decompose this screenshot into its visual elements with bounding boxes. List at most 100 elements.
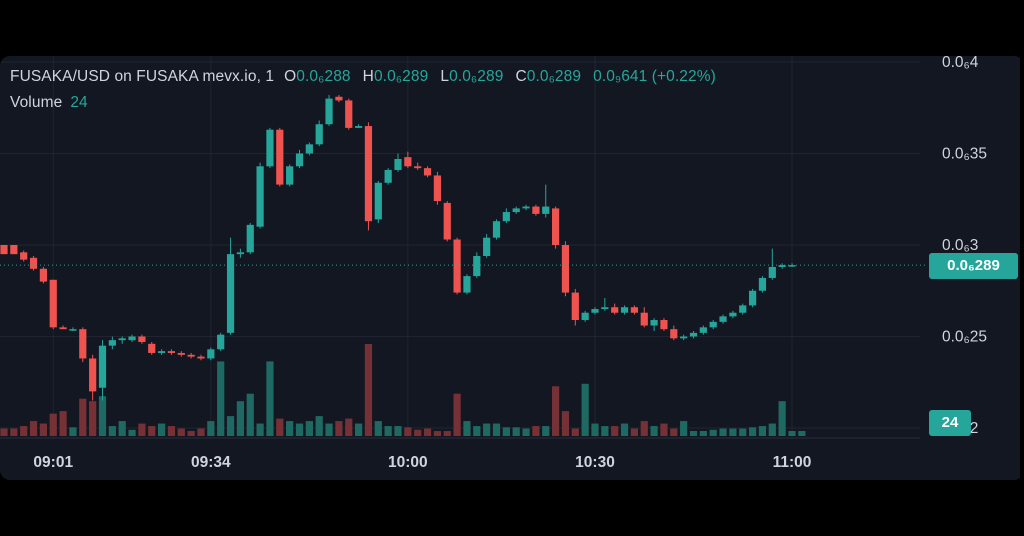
candle-body — [69, 329, 77, 331]
chart-legend: FUSAKA/USD on FUSAKA mevx.io, 1 O0.0₆288 H… — [10, 64, 716, 116]
volume-bar — [246, 393, 254, 436]
volume-bar — [177, 428, 185, 436]
volume-bar — [798, 431, 806, 436]
candles — [0, 94, 796, 401]
volume-bar — [620, 423, 629, 436]
candle-body — [89, 358, 97, 392]
candle-body — [591, 309, 599, 313]
candle-body — [660, 320, 668, 330]
volume-bar — [660, 423, 668, 436]
volume-bar — [483, 423, 491, 436]
candle-body — [138, 336, 146, 342]
volume-bar — [148, 426, 156, 436]
volume-bar — [768, 423, 776, 436]
volume-bar — [98, 396, 107, 436]
candle-body — [49, 279, 57, 328]
volume-bar — [591, 423, 599, 436]
volume-bar — [571, 428, 579, 436]
volume-bar — [79, 398, 87, 436]
volume-bar — [138, 423, 146, 436]
candle-body — [768, 266, 776, 278]
candle-body — [256, 166, 264, 227]
time-tick-label: 09:01 — [33, 454, 73, 471]
close-value: 0.0₆289 — [526, 68, 582, 85]
candle-body — [335, 96, 343, 101]
candle-body — [98, 345, 107, 388]
volume-bar — [197, 428, 205, 436]
volume-bar — [758, 426, 767, 436]
candle-body — [650, 320, 658, 326]
candle-body — [226, 254, 235, 333]
candle-body — [197, 356, 205, 359]
volume-bar — [650, 426, 658, 436]
candle-body — [630, 307, 638, 313]
low-value: 0.0₆289 — [449, 68, 504, 85]
candle-body — [128, 336, 136, 341]
volume-bar — [680, 421, 688, 436]
volume-bar — [286, 421, 294, 436]
volume-row: Volume 24 — [10, 90, 716, 116]
volume-bar — [729, 428, 737, 436]
volume-label[interactable]: Volume — [10, 94, 63, 111]
volume-bar — [581, 383, 589, 436]
volume-bar — [276, 418, 284, 436]
volume-bar — [630, 428, 638, 436]
volume-bar — [118, 421, 126, 436]
candle-body — [729, 312, 737, 317]
candle-body — [601, 307, 609, 310]
volume-bar — [256, 423, 264, 436]
volume-bar — [404, 427, 412, 436]
volume-bar — [778, 401, 786, 436]
candle-body — [236, 252, 244, 255]
volume-bar — [522, 428, 530, 436]
volume-bar — [601, 426, 609, 436]
candle-body — [148, 343, 156, 353]
volume-bar — [670, 428, 678, 436]
volume-bar — [384, 426, 392, 436]
candle-body — [699, 327, 707, 333]
candle-body — [345, 100, 353, 128]
volume-bar — [473, 426, 481, 436]
candle-body — [749, 290, 757, 306]
candle-body — [620, 307, 629, 313]
candle-body — [384, 169, 392, 183]
volume-bar — [611, 426, 619, 436]
volume-bar — [512, 427, 520, 436]
candle-body — [177, 352, 185, 355]
candle-body — [167, 351, 176, 353]
candle-body — [10, 245, 18, 255]
change-value: 0.0₉641 (+0.22%) — [593, 68, 716, 85]
candle-body — [315, 124, 323, 145]
volume-bar — [423, 428, 432, 436]
volume-bar — [463, 421, 471, 436]
candle-body — [59, 327, 67, 330]
candle-body — [483, 237, 491, 256]
volume-bar — [158, 423, 166, 436]
ohlc-row: FUSAKA/USD on FUSAKA mevx.io, 1 O0.0₆288 H… — [10, 64, 716, 90]
volume-bar — [699, 431, 707, 436]
volume-bar — [719, 428, 727, 436]
candle-body — [414, 166, 422, 169]
volume-bar — [739, 428, 747, 436]
volume-bar — [236, 401, 244, 436]
symbol-label[interactable]: FUSAKA/USD on FUSAKA mevx.io, 1 — [10, 68, 275, 85]
volume-bar — [364, 344, 373, 436]
candle-body — [640, 312, 648, 326]
volume-bar — [325, 423, 333, 436]
candle-body — [502, 212, 510, 222]
candle-body — [561, 245, 570, 293]
volume-bar — [345, 418, 353, 436]
volume-bar — [315, 416, 323, 436]
volume-bars — [0, 344, 806, 436]
last-volume-badge: 24 — [929, 410, 971, 436]
high-value: 0.0₆289 — [373, 68, 429, 85]
volume-bar — [108, 426, 116, 436]
candle-body — [266, 129, 274, 167]
candle-body — [492, 221, 501, 238]
time-tick-label: 10:00 — [388, 454, 428, 471]
candle-body — [423, 168, 432, 176]
candle-body — [0, 245, 8, 255]
